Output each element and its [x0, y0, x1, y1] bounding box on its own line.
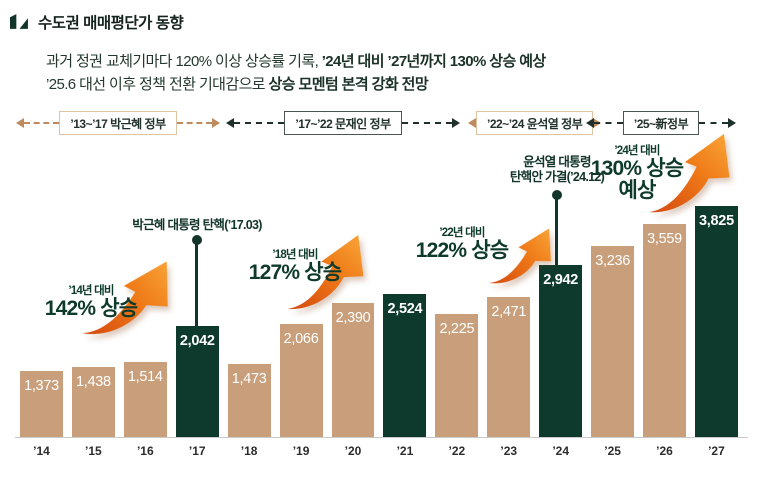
annotation-impeach-yoon: 윤석열 대통령 탄핵안 가결(’24.12) [477, 155, 637, 185]
timeline-dash [594, 122, 623, 124]
arrow-right-icon [452, 118, 460, 128]
bar-20: 2,390 [331, 303, 375, 437]
annotation-rise-127: ’18년 대비 127% 상승 [237, 246, 353, 284]
subtitle-1-bold: ’24년 대비 ’27년까지 130% 상승 예상 [321, 53, 547, 70]
bar-value-label: 2,524 [387, 301, 423, 317]
subtitle-line-1: 과거 정권 교체기마다 120% 이상 상승률 기록, ’24년 대비 ’27년… [46, 50, 546, 71]
x-tick-label: ’18 [240, 444, 258, 458]
rise-127-ref: ’18년 대비 [272, 249, 318, 261]
timeline-box-moon: ’17~’22 문재인 정부 [284, 111, 402, 135]
lollipop-dot-park [192, 235, 202, 245]
x-tick-label: ’27 [708, 444, 725, 458]
timeline-segment-new-gov: ’25~新정부 [586, 110, 736, 136]
timeline-dash [24, 122, 60, 124]
bar-14: 1,373 [20, 371, 63, 437]
x-tick-label: ’17 [188, 444, 206, 458]
bar-value-label: 2,390 [335, 310, 371, 326]
x-tick-label: ’14 [33, 444, 50, 458]
bar-22: 2,225 [435, 314, 479, 437]
subtitle-2-normal: ’25.6 대선 이후 정책 전환 기대감으로 [46, 76, 269, 93]
rise-130-main: 130% 상승 [590, 157, 684, 180]
arrow-left-icon [226, 118, 234, 128]
bar-17: 2,042 [175, 326, 219, 437]
timeline-dash [699, 122, 728, 124]
bar-value-label: 1,473 [231, 371, 267, 387]
bar-26: 3,559 [643, 224, 686, 437]
bar-16: 1,514 [123, 362, 167, 437]
subtitle-1-normal: 과거 정권 교체기마다 120% 이상 상승률 기록, [46, 53, 322, 70]
lollipop-dot-yoon [552, 190, 562, 200]
x-tick-label: ’25 [604, 444, 621, 458]
timeline-segment-park: ’13~’17 박근혜 정부 [16, 110, 220, 136]
bar-value-label: 3,236 [595, 253, 630, 269]
bar-15: 1,438 [71, 367, 115, 437]
subtitle-line-2: ’25.6 대선 이후 정책 전환 기대감으로 상승 모멘텀 본격 강화 전망 [46, 73, 429, 94]
timeline-dash [176, 122, 212, 124]
arrow-left-icon [16, 118, 24, 128]
rise-130-extra: 예상 [618, 179, 656, 202]
bar-19: 2,066 [279, 324, 323, 437]
bar-value-label: 2,225 [439, 321, 475, 337]
bar-24: 2,942 [539, 265, 583, 437]
bar-value-label: 3,559 [647, 231, 682, 247]
timeline-box-yoon: ’22~’24 윤석열 정부 [476, 111, 594, 135]
bar-21: 2,524 [383, 294, 427, 437]
x-tick-label: ’22 [448, 444, 466, 458]
bar-25: 3,236 [591, 246, 635, 437]
impeach-yoon-line1: 윤석열 대통령 [523, 155, 591, 169]
rise-122-main: 122% 상승 [415, 239, 509, 262]
rise-122-ref: ’22년 대비 [439, 227, 485, 239]
bar-value-label: 1,438 [75, 374, 111, 390]
page-title-row: 수도권 매매평단가 동향 [10, 11, 184, 33]
x-tick-label: ’23 [500, 444, 518, 458]
timeline-segment-yoon: ’22~’24 윤석열 정부 [468, 110, 602, 136]
annotation-rise-142: ’14년 대비 142% 상승 [33, 282, 149, 320]
rise-130-ref: ’24년 대비 [614, 145, 660, 157]
arrow-left-icon [468, 118, 476, 128]
arrow-right-icon [728, 118, 736, 128]
annotation-rise-130: ’24년 대비 130% 상승 예상 [579, 142, 695, 202]
annotation-rise-122: ’22년 대비 122% 상승 [404, 224, 520, 262]
timeline-box-park: ’13~’17 박근혜 정부 [59, 111, 177, 135]
timeline-segment-moon: ’17~’22 문재인 정부 [226, 110, 460, 136]
x-tick-label: ’20 [344, 444, 362, 458]
bars: 1,373 1,438 1,514 2,042 1,473 2,066 2,390 2,524… [20, 0, 738, 437]
impeach-park-text: 박근혜 대통령 탄핵(’17.03) [132, 218, 262, 232]
timeline-dash [234, 122, 285, 124]
bar-value-label: 2,942 [543, 272, 579, 288]
title-bullet-icon [10, 14, 28, 29]
bar-value-label: 1,514 [127, 369, 163, 385]
x-tick-label: ’21 [396, 444, 414, 458]
x-tick-label: ’24 [552, 444, 570, 458]
x-tick-label: ’26 [656, 444, 673, 458]
arrow-right-icon [212, 118, 220, 128]
annotation-impeach-park: 박근혜 대통령 탄핵(’17.03) [97, 218, 297, 233]
x-axis-line [15, 437, 748, 438]
x-axis: ’14 ’15 ’16 ’17 ’18 ’19 ’20 ’21 ’22 ’23 ’24 ’25 ’26 ’… [20, 444, 738, 458]
lollipop-stick-park [195, 244, 198, 326]
bar-27: 3,825 [694, 206, 738, 437]
x-tick-label: ’19 [292, 444, 310, 458]
page-title: 수도권 매매평단가 동향 [38, 15, 184, 32]
rise-127-main: 127% 상승 [248, 261, 342, 284]
x-tick-label: ’16 [136, 444, 154, 458]
arrow-left-icon [586, 118, 594, 128]
subtitle-2-bold: 상승 모멘텀 본격 강화 전망 [268, 76, 429, 93]
bar-18: 1,473 [227, 364, 271, 437]
bar-value-label: 2,471 [491, 304, 527, 320]
timeline-box-new-gov: ’25~新정부 [622, 111, 700, 135]
lollipop-stick-yoon [555, 199, 558, 265]
rise-142-main: 142% 상승 [44, 297, 138, 320]
bar-value-label: 2,066 [283, 331, 319, 347]
rise-142-ref: ’14년 대비 [68, 285, 114, 297]
bar-value-label: 1,373 [24, 378, 59, 394]
bar-value-label: 2,042 [179, 333, 215, 349]
bar-value-label: 3,825 [699, 213, 734, 229]
x-tick-label: ’15 [85, 444, 102, 458]
impeach-yoon-line2: 탄핵안 가결(’24.12) [509, 170, 605, 184]
timeline-dash [401, 122, 452, 124]
bar-23: 2,471 [487, 297, 531, 437]
